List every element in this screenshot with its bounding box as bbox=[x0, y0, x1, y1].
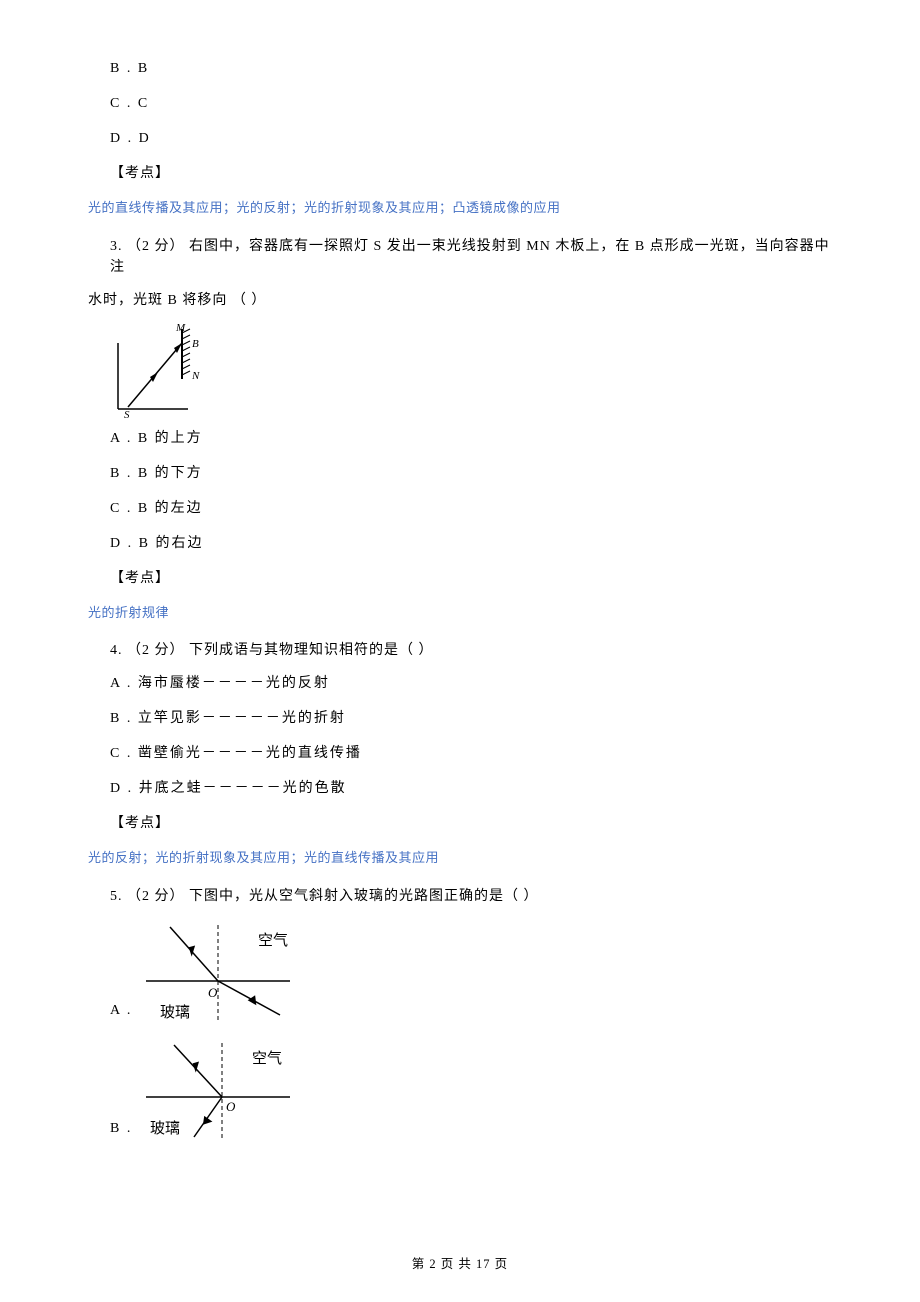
page: B . B C . C D . D 【考点】 光的直线传播及其应用；光的反射；光… bbox=[0, 0, 920, 1302]
q3-label-N: N bbox=[191, 370, 200, 382]
q5b-O: O bbox=[226, 1099, 236, 1114]
q5-option-b-label: B . bbox=[110, 1118, 132, 1139]
q5-diagram-b: 空气 O 玻璃 bbox=[140, 1037, 300, 1145]
q4-topic: 光的反射；光的折射现象及其应用；光的直线传播及其应用 bbox=[88, 848, 840, 868]
q3-label-B: B bbox=[192, 338, 199, 350]
kaodian-label: 【考点】 bbox=[110, 163, 840, 184]
q4-stem: 4. （2 分） 下列成语与其物理知识相符的是（ ） bbox=[110, 640, 840, 661]
q-prev-option-c: C . C bbox=[110, 93, 840, 114]
q5-option-a-row: A . 空气 O 玻璃 bbox=[88, 919, 840, 1027]
q3-option-d: D . B 的右边 bbox=[110, 533, 840, 554]
q3-topic: 光的折射规律 bbox=[88, 603, 840, 623]
q3-option-c: C . B 的左边 bbox=[110, 498, 840, 519]
q4-option-d: D . 井底之蛙－－－－－光的色散 bbox=[110, 778, 840, 799]
kaodian-label-3: 【考点】 bbox=[110, 568, 840, 589]
q5b-glass: 玻璃 bbox=[150, 1120, 180, 1137]
q3-option-b: B . B 的下方 bbox=[110, 463, 840, 484]
q4-option-b: B . 立竿见影－－－－－光的折射 bbox=[110, 708, 840, 729]
q-prev-option-b: B . B bbox=[110, 58, 840, 79]
q2-topic: 光的直线传播及其应用；光的反射；光的折射现象及其应用；凸透镜成像的应用 bbox=[88, 198, 840, 218]
q5-stem: 5. （2 分） 下图中，光从空气斜射入玻璃的光路图正确的是（ ） bbox=[110, 886, 840, 907]
q3-label-S: S bbox=[124, 409, 130, 418]
q-prev-option-d: D . D bbox=[110, 128, 840, 149]
q4-option-a: A . 海市蜃楼－－－－光的反射 bbox=[110, 673, 840, 694]
kaodian-label-4: 【考点】 bbox=[110, 813, 840, 834]
q5b-air: 空气 bbox=[252, 1050, 282, 1067]
q5a-glass: 玻璃 bbox=[160, 1004, 190, 1021]
q3-stem-line2: 水时，光斑 B 将移向 （ ） bbox=[88, 290, 840, 311]
q5-diagram-a: 空气 O 玻璃 bbox=[140, 919, 300, 1027]
q4-option-c: C . 凿壁偷光－－－－光的直线传播 bbox=[110, 743, 840, 764]
q3-diagram: M B N S bbox=[110, 323, 840, 418]
q5a-air: 空气 bbox=[258, 932, 288, 949]
q3-stem-line1: 3. （2 分） 右图中，容器底有一探照灯 S 发出一束光线投射到 MN 木板上… bbox=[110, 236, 840, 278]
q5a-O: O bbox=[208, 985, 218, 1000]
q5-option-b-row: B . 空气 O 玻璃 bbox=[88, 1037, 840, 1145]
q3-option-a: A . B 的上方 bbox=[110, 428, 840, 449]
q3-label-M: M bbox=[175, 323, 186, 334]
q5-option-a-label: A . bbox=[110, 1000, 132, 1021]
page-footer: 第 2 页 共 17 页 bbox=[0, 1255, 920, 1274]
